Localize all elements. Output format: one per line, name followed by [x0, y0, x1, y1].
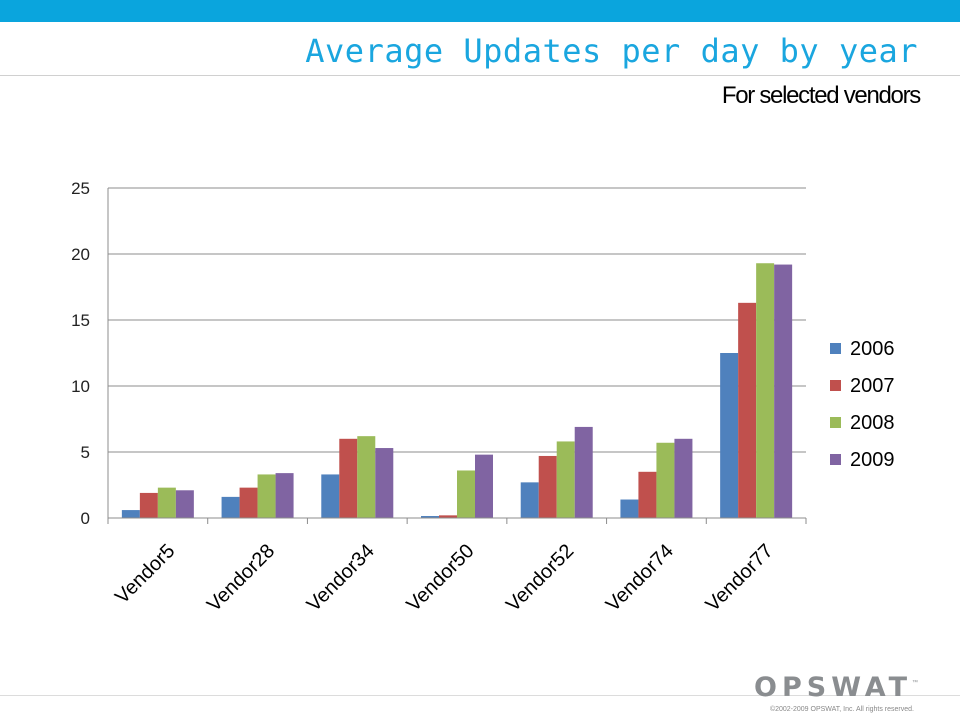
bar-vendor74-2008: [656, 442, 675, 518]
slide-title: Average Updates per day by year: [305, 32, 918, 70]
x-category-label: Vendor34: [303, 540, 379, 616]
bar-vendor74-2007: [638, 471, 657, 518]
bar-vendor5-2009: [175, 490, 194, 518]
bar-vendor34-2009: [375, 448, 394, 518]
bar-vendor52-2007: [538, 455, 557, 518]
bar-vendor52-2009: [574, 426, 593, 518]
logo-trademark: ™: [912, 680, 918, 686]
x-category-label: Vendor74: [602, 540, 678, 616]
chart-legend: 2006 2007 2008 2009: [830, 338, 895, 471]
bar-vendor28-2009: [275, 473, 294, 518]
title-divider: [0, 75, 960, 76]
bar-vendor50-2008: [457, 470, 475, 518]
legend-swatch-2006: [830, 343, 841, 354]
y-tick-label: 15: [71, 311, 90, 330]
bar-vendor52-2006: [520, 482, 539, 518]
x-category-label: Vendor50: [402, 540, 478, 616]
footer-divider: [0, 695, 960, 696]
chart-gridlines: [108, 187, 806, 453]
y-tick-label: 10: [71, 377, 90, 396]
bar-vendor77-2009: [774, 264, 793, 518]
bar-vendor5-2008: [157, 487, 176, 518]
bar-vendor52-2008: [556, 441, 575, 518]
bar-vendor74-2006: [620, 499, 639, 518]
chart-bars: [121, 263, 793, 518]
legend-label-2006: 2006: [850, 338, 895, 360]
bar-vendor34-2007: [339, 438, 358, 518]
copyright-text: ©2002-2009 OPSWAT, Inc. All rights reser…: [769, 706, 914, 713]
y-tick-label: 25: [71, 179, 90, 198]
slide-subtitle: For selected vendors: [721, 82, 921, 109]
bar-vendor50-2006: [421, 516, 439, 518]
bar-vendor5-2006: [121, 510, 140, 518]
legend-swatch-2007: [830, 380, 841, 391]
x-category-label: Vendor5: [111, 540, 179, 608]
bar-vendor34-2008: [357, 436, 376, 518]
bar-vendor50-2007: [439, 515, 457, 518]
top-accent-bar: [0, 0, 960, 22]
y-tick-label: 5: [81, 443, 90, 462]
bar-vendor50-2009: [475, 454, 493, 518]
bar-vendor77-2006: [720, 353, 739, 518]
bar-vendor74-2009: [674, 438, 693, 518]
bar-vendor77-2007: [738, 302, 757, 518]
bar-vendor28-2007: [239, 487, 258, 518]
opswat-logo: OPSWAT: [754, 672, 912, 703]
legend-label-2008: 2008: [850, 412, 895, 434]
legend-swatch-2009: [830, 454, 841, 465]
x-category-label: Vendor52: [502, 540, 578, 616]
y-tick-label: 0: [81, 509, 90, 528]
x-axis-category-labels: Vendor5 Vendor28 Vendor34 Vendor50 Vendor52 V…: [111, 540, 778, 616]
chart-axes: [107, 188, 807, 524]
legend-label-2007: 2007: [850, 375, 895, 397]
legend-label-2009: 2009: [850, 449, 895, 471]
legend-swatch-2008: [830, 417, 841, 428]
x-category-label: Vendor28: [203, 540, 279, 616]
bar-vendor77-2008: [756, 263, 775, 518]
y-axis-tick-labels: 0 5 10 15 20 25: [71, 179, 90, 528]
bar-vendor28-2008: [257, 474, 276, 518]
y-tick-label: 20: [71, 245, 90, 264]
bar-vendor34-2006: [321, 474, 340, 518]
bar-vendor5-2007: [139, 492, 158, 518]
bar-vendor28-2006: [221, 496, 240, 518]
x-category-label: Vendor77: [702, 540, 778, 616]
